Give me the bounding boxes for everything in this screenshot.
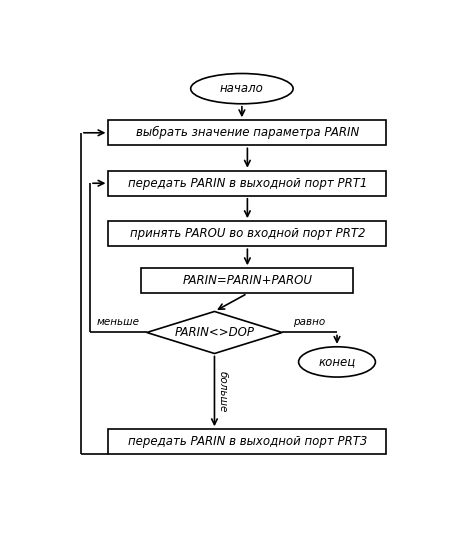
Bar <box>109 429 387 454</box>
Text: конец: конец <box>319 355 355 369</box>
Text: меньше: меньше <box>96 317 140 327</box>
Bar <box>109 170 387 196</box>
Text: равно: равно <box>294 317 326 327</box>
Text: выбрать значение параметра PARIN: выбрать значение параметра PARIN <box>136 126 359 139</box>
Text: передать PARIN в выходной порт PRT3: передать PARIN в выходной порт PRT3 <box>128 435 367 448</box>
Text: передать PARIN в выходной порт PRT1: передать PARIN в выходной порт PRT1 <box>128 177 367 190</box>
Text: больше: больше <box>218 371 228 412</box>
Text: начало: начало <box>220 82 264 95</box>
Bar <box>109 120 387 145</box>
Bar <box>109 221 387 246</box>
Text: PARIN=PARIN+PAROU: PARIN=PARIN+PAROU <box>182 274 312 287</box>
Bar <box>141 268 354 293</box>
Text: принять PAROU во входной порт PRT2: принять PAROU во входной порт PRT2 <box>130 227 365 240</box>
Text: PARIN<>DOP: PARIN<>DOP <box>175 326 254 339</box>
